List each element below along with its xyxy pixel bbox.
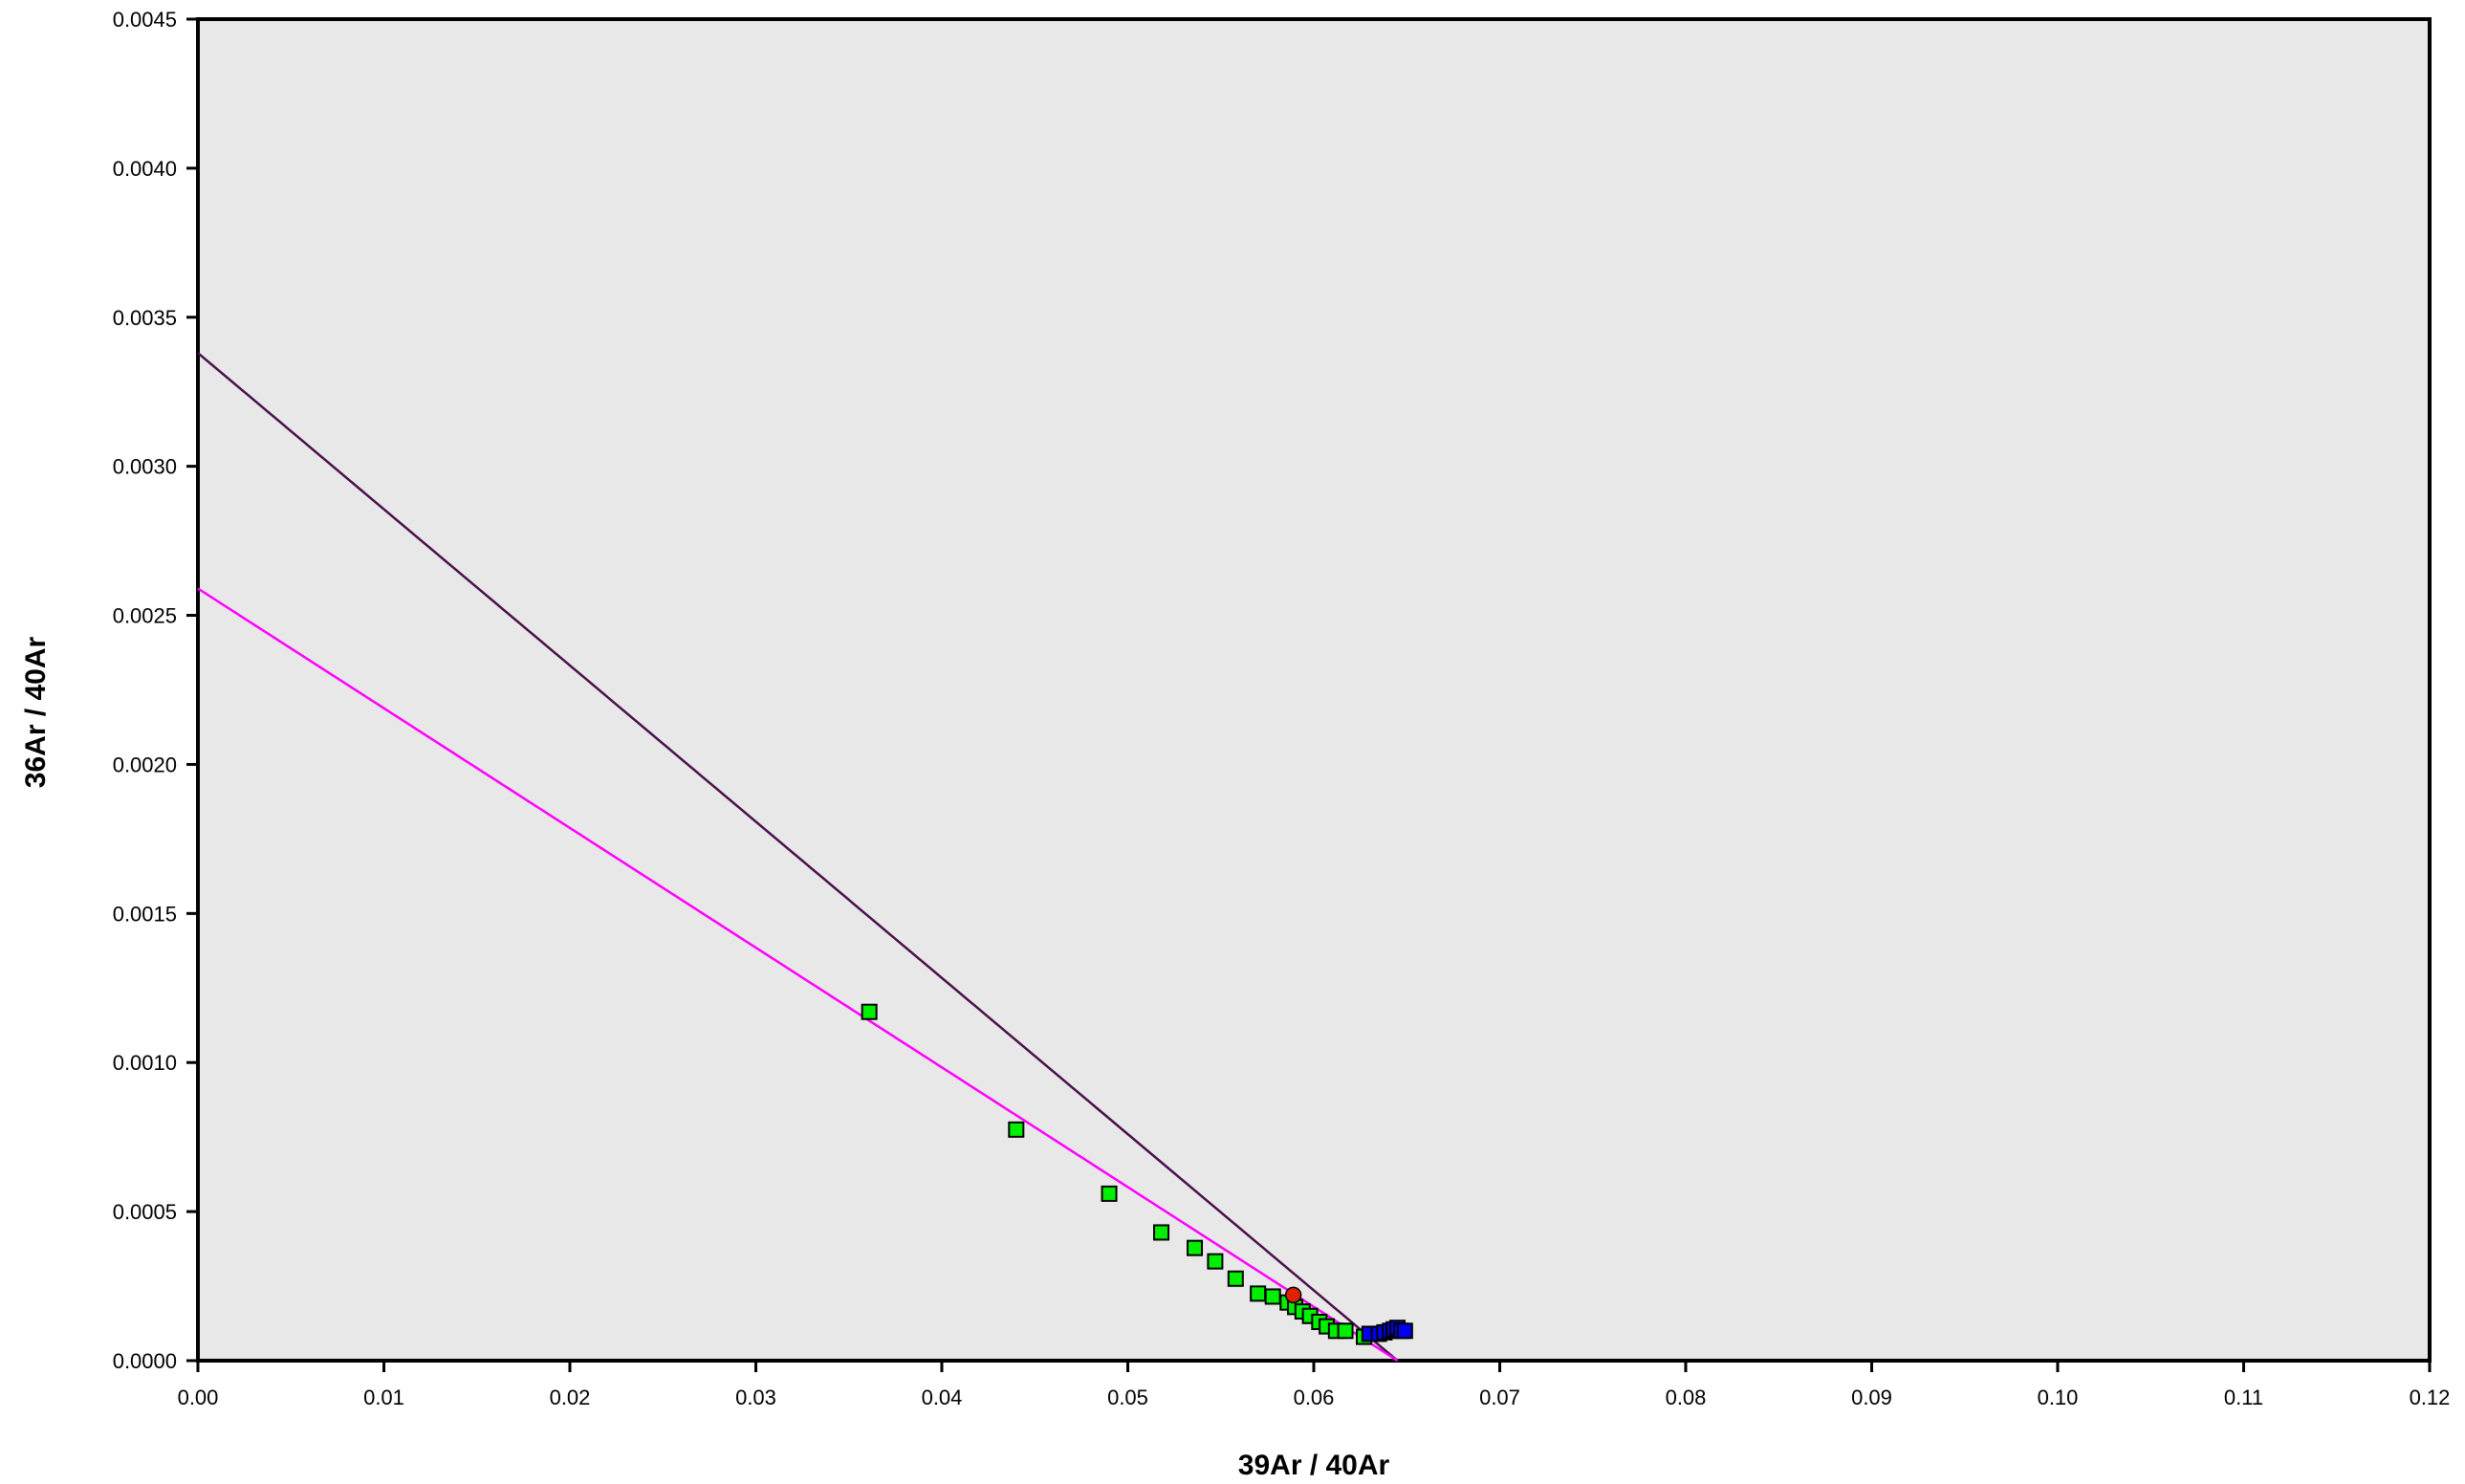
data-point <box>1187 1239 1204 1256</box>
y-tick-label: 0.0030 <box>113 455 177 479</box>
y-axis-ticks: 0.0000 0.0005 0.0010 0.0015 0.0020 0.0025 0.00… <box>113 8 198 1373</box>
data-point <box>1284 1286 1302 1304</box>
data-point <box>1337 1322 1354 1340</box>
x-tick-label: 0.06 <box>1294 1386 1335 1409</box>
x-tick-label: 0.10 <box>2038 1386 2079 1409</box>
x-axis-ticks: 0.00 0.01 0.02 0.03 0.04 0.05 0.06 0.07 0.08 0.09… <box>178 1361 2451 1409</box>
regression-line <box>197 352 1399 1362</box>
data-point <box>1250 1285 1267 1302</box>
x-tick-label: 0.05 <box>1107 1386 1148 1409</box>
y-tick-label: 0.0035 <box>113 306 177 330</box>
data-point <box>1396 1322 1413 1340</box>
x-tick-label: 0.00 <box>178 1386 219 1409</box>
data-point <box>861 1003 878 1020</box>
data-point <box>1008 1121 1025 1138</box>
x-tick-label: 0.09 <box>1851 1386 1892 1409</box>
x-tick-label: 0.03 <box>735 1386 776 1409</box>
x-axis-title: 39Ar / 40Ar <box>1238 1450 1390 1481</box>
x-tick-label: 0.04 <box>922 1386 963 1409</box>
y-tick-label: 0.0045 <box>113 8 177 32</box>
y-axis-title: 36Ar / 40Ar <box>20 636 52 788</box>
y-tick-label: 0.0025 <box>113 604 177 628</box>
y-tick-label: 0.0005 <box>113 1200 177 1224</box>
data-points <box>861 1003 1413 1345</box>
y-tick-label: 0.0000 <box>113 1349 177 1373</box>
x-tick-label: 0.01 <box>363 1386 404 1409</box>
x-tick-label: 0.02 <box>550 1386 591 1409</box>
data-point <box>1153 1224 1170 1241</box>
regression-line <box>197 587 1399 1363</box>
x-tick-label: 0.11 <box>2224 1386 2263 1409</box>
x-tick-label: 0.08 <box>1666 1386 1707 1409</box>
y-tick-label: 0.0015 <box>113 902 177 926</box>
data-point <box>1227 1270 1244 1287</box>
y-tick-label: 0.0020 <box>113 753 177 776</box>
plot-area <box>196 17 2432 1363</box>
y-tick-label: 0.0010 <box>113 1051 177 1075</box>
data-point <box>1101 1185 1118 1202</box>
regression-lines <box>197 352 1399 1363</box>
data-point <box>1207 1253 1224 1270</box>
x-tick-label: 0.07 <box>1479 1386 1520 1409</box>
y-tick-label: 0.0040 <box>113 157 177 181</box>
x-tick-label: 0.12 <box>2410 1386 2451 1409</box>
data-point <box>1264 1288 1281 1305</box>
